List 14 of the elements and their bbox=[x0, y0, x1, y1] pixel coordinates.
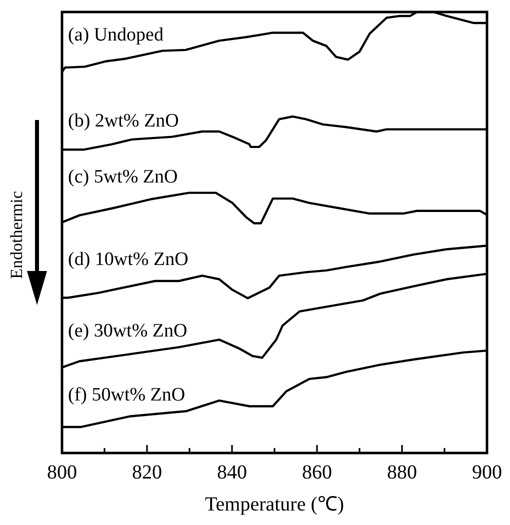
series-label: (f) 50wt% ZnO bbox=[68, 384, 186, 406]
x-tick-label: 800 bbox=[47, 461, 77, 484]
series-label: (a) Undoped bbox=[68, 24, 164, 46]
x-tick-label: 880 bbox=[387, 461, 417, 484]
series-label: (e) 30wt% ZnO bbox=[68, 320, 188, 342]
series-label: (d) 10wt% ZnO bbox=[68, 249, 188, 270]
series-label: (c) 5wt% ZnO bbox=[68, 166, 178, 188]
x-tick-label: 820 bbox=[132, 461, 162, 484]
series-label: (b) 2wt% ZnO bbox=[68, 110, 179, 132]
x-axis-title: Temperature (℃) bbox=[204, 493, 344, 516]
x-tick-label: 900 bbox=[472, 461, 502, 484]
y-axis-title: Endothermic bbox=[7, 190, 27, 281]
x-tick-label: 840 bbox=[217, 461, 247, 484]
x-tick-label: 860 bbox=[302, 461, 332, 484]
